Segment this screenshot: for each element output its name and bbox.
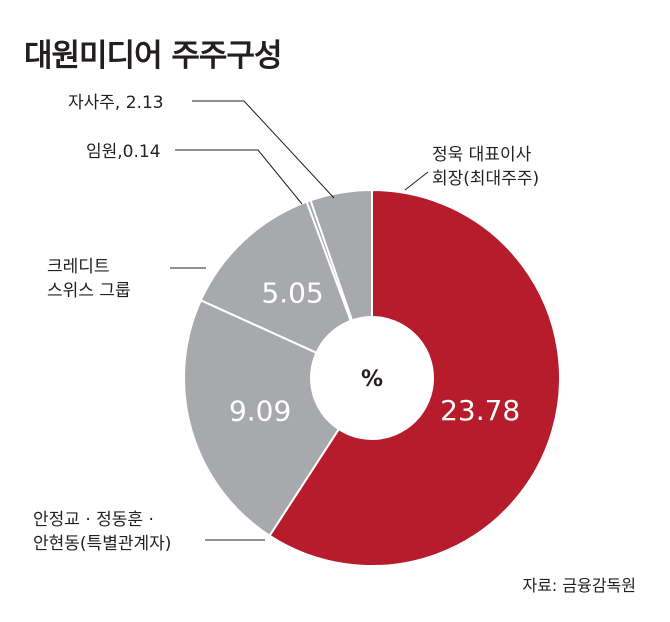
leader-line-3 xyxy=(175,149,303,205)
slice-label-4: 자사주, 2.13 xyxy=(68,93,164,113)
slice-value-label-1: 9.09 xyxy=(229,395,291,428)
leader-line-0 xyxy=(404,171,429,191)
unit-label: % xyxy=(361,367,383,392)
leader-line-4 xyxy=(192,100,335,199)
slice-label-0: 정욱 대표이사 회장(최대주주) xyxy=(432,145,539,189)
slice-label-3: 임원,0.14 xyxy=(86,142,161,162)
chart-title: 대원미디어 주주구성 xyxy=(24,38,282,74)
donut-hole xyxy=(310,316,434,440)
slice-label-1: 안정교 · 정동훈 · 안현동(특별관계자) xyxy=(33,510,171,554)
slice-label-2: 크레디트 스위스 그룹 xyxy=(47,257,131,301)
slice-value-label-2: 5.05 xyxy=(261,277,323,310)
source-note: 자료: 금융감독원 xyxy=(522,576,636,595)
slice-value-label-0: 23.78 xyxy=(440,394,520,427)
